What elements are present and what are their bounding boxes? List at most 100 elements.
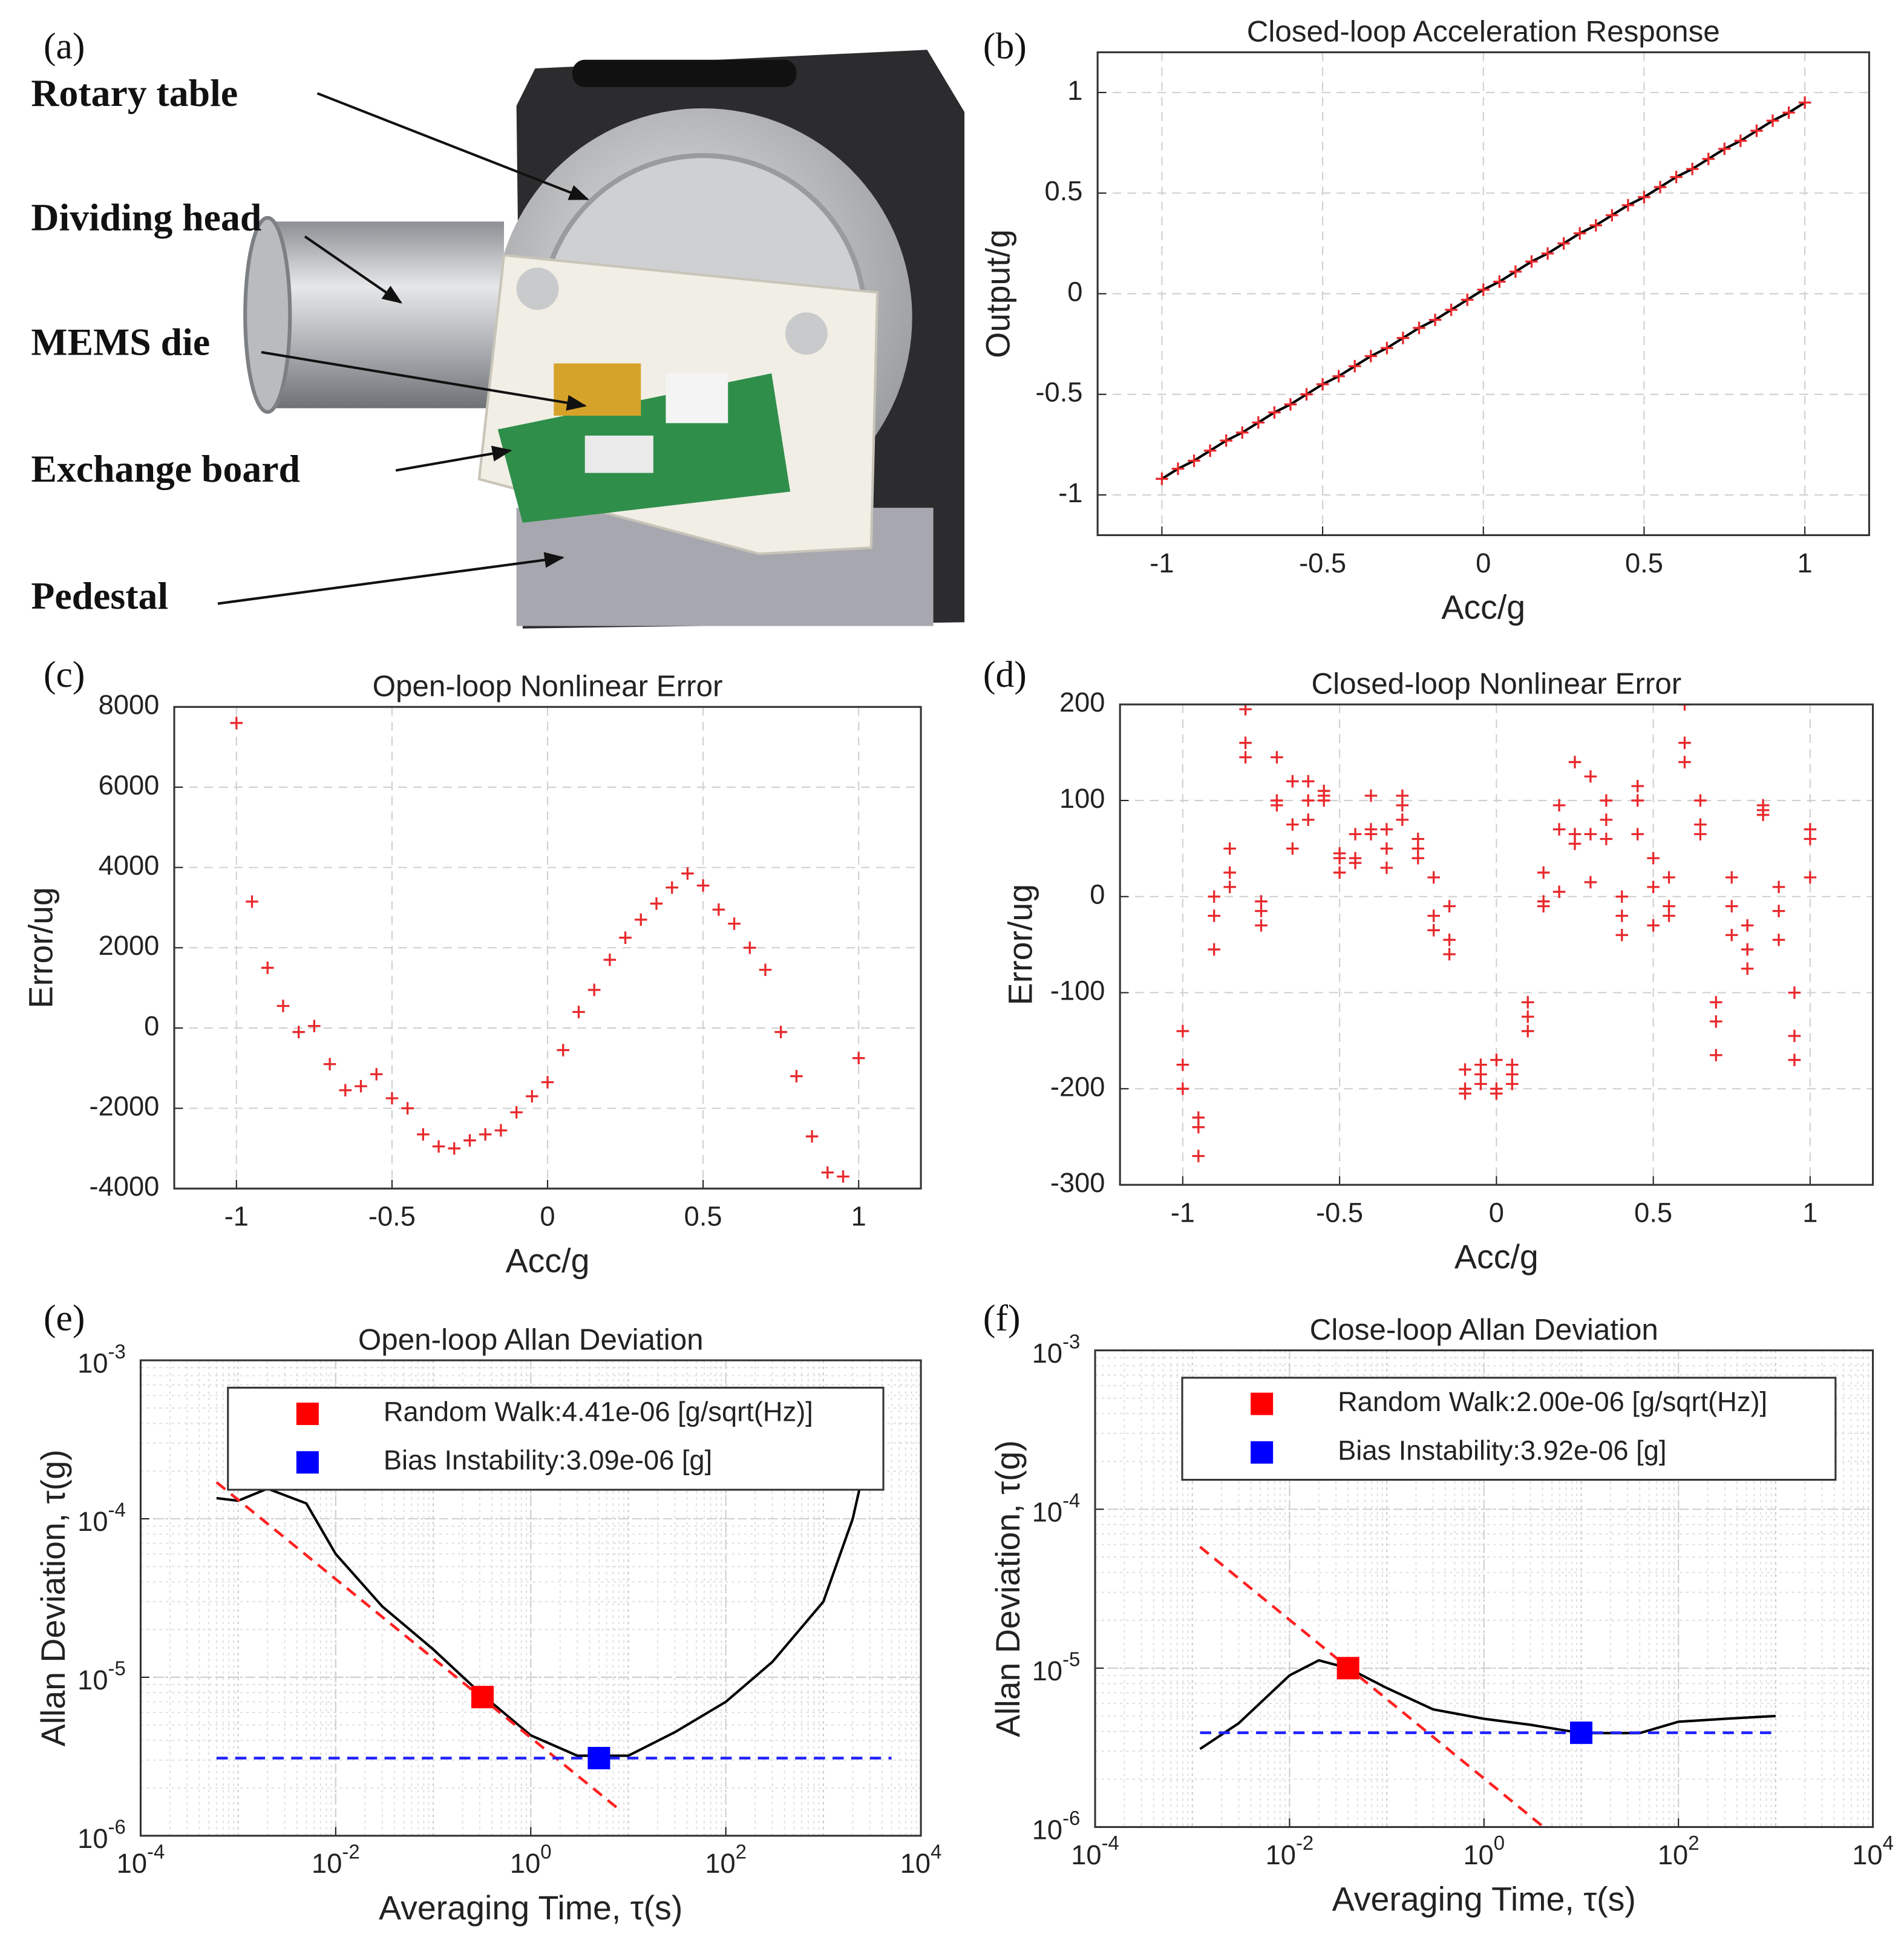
photo: (a) Rotary table Dividing head MEMS die … [31,25,965,629]
chart: (b) Closed-loop Acceleration Response Acc/… [979,15,1870,626]
marker [339,1084,352,1097]
series-layer [215,1443,892,1810]
marker [1710,1015,1722,1028]
photo-label: Pedestal [31,574,168,617]
marker [1663,909,1675,922]
legend-box [1181,1377,1837,1481]
y-tick-label: 0 [1067,276,1082,307]
marker [1176,1024,1189,1038]
legend-label: Random Walk:4.41e-06 [g/sqrt(Hz)] [384,1397,813,1427]
legend-swatch [296,1451,319,1474]
marker [1301,813,1315,826]
marker [1718,142,1731,156]
marker [1459,1087,1471,1100]
marker [1804,871,1817,884]
y-tick-label: 10-5 [77,1657,126,1695]
marker [1552,799,1566,812]
y-tick-label: 10-6 [1032,1807,1081,1846]
marker [1459,1063,1471,1076]
marker [1208,943,1221,956]
marker [323,1058,336,1070]
plot-frame [1094,1349,1874,1828]
x-tick-label: 104 [1852,1832,1894,1870]
marker [1317,789,1330,802]
y-axis-label: Error/ug [1001,884,1039,1006]
marker [1615,909,1629,922]
marker [471,1686,494,1709]
marker [1396,332,1410,344]
marker [805,1130,819,1143]
marker [821,1166,834,1179]
marker [1364,828,1378,840]
x-tick-label: 0 [1489,1197,1504,1228]
x-tick-label: 1 [851,1201,866,1232]
chart: (f) Close-loop Allan Deviation Averaging T… [983,1298,1894,1918]
marker [1606,209,1618,222]
photo-label: Exchange board [31,447,300,490]
marker [1573,227,1586,240]
x-tick-label: -1 [1150,548,1174,578]
marker [1413,321,1425,335]
marker [1156,473,1168,485]
x-axis-label: Acc/g [506,1242,590,1279]
marker [1380,842,1393,855]
x-tick-label: 0 [540,1201,555,1232]
marker [1208,909,1221,922]
y-tick-label: 8000 [99,689,160,720]
marker [1333,851,1346,865]
x-axis-label: Acc/g [1454,1238,1539,1276]
marker [1670,171,1683,183]
marker [1271,751,1283,764]
marker [1537,900,1550,912]
marker [1615,890,1629,903]
marker [1782,106,1795,119]
series-line [216,1443,871,1757]
marker [1694,794,1707,807]
legend-swatch [296,1403,319,1426]
marker [1490,1053,1503,1066]
marker [385,1092,399,1105]
marker [1663,871,1675,884]
marker [1443,948,1456,961]
marker [1694,828,1707,840]
marker [774,1026,787,1038]
legend-swatch [1251,1441,1274,1464]
marker [1316,378,1329,391]
x-tick-label: -0.5 [368,1201,416,1232]
panel-label: (d) [983,654,1027,695]
marker [1631,828,1644,840]
legend-box [227,1386,885,1491]
marker [308,1020,321,1032]
marker [1631,779,1644,793]
bolt [785,312,828,355]
y-tick-label: -2000 [90,1091,160,1122]
chart: (c) Open-loop Nonlinear Error Acc/g Error/u… [22,654,922,1279]
y-tick-label: 2000 [99,930,160,961]
connector [584,435,653,473]
x-tick-label: -1 [1171,1197,1195,1228]
legend-swatch [1251,1392,1274,1415]
series-layer [230,716,865,1183]
marker [1686,162,1699,175]
marker [1336,1657,1359,1680]
marker [1734,134,1747,147]
marker [463,1134,476,1147]
marker [1725,900,1738,912]
marker [1333,866,1346,879]
marker [1284,398,1297,411]
marker [1301,794,1315,807]
y-axis-label: Allan Deviation, τ(g) [989,1440,1027,1737]
marker [1505,1078,1519,1090]
marker [1600,813,1613,826]
marker [1569,1721,1592,1744]
panel-label: (b) [983,25,1027,67]
x-tick-label: 10-2 [1266,1832,1314,1870]
bolt [516,267,559,310]
marker [1493,275,1506,288]
series-line [1199,1659,1776,1751]
arrow [261,351,587,411]
y-axis-label: Error/ug [22,887,60,1009]
marker [1654,180,1667,194]
marker [728,917,741,930]
marker [1208,890,1221,903]
